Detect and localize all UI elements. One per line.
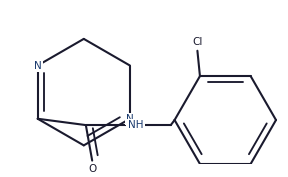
Text: N: N <box>34 61 41 70</box>
Text: Cl: Cl <box>192 37 202 47</box>
Text: NH: NH <box>128 120 143 130</box>
Text: O: O <box>88 164 96 175</box>
Text: N: N <box>126 114 134 124</box>
